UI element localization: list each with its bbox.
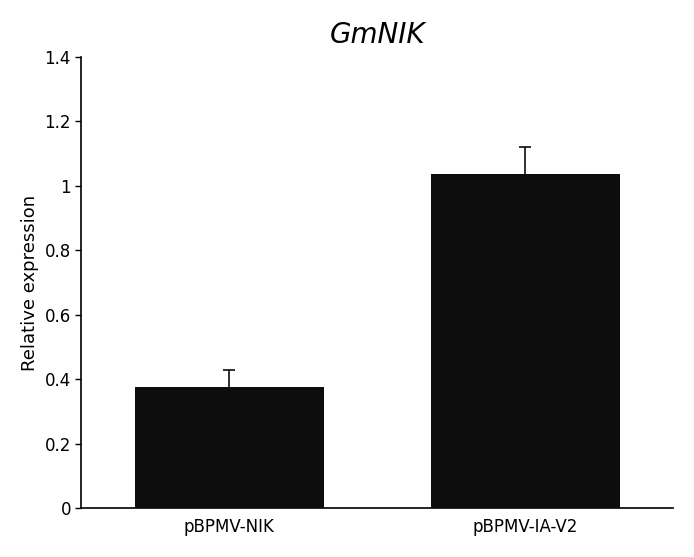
Bar <box>135 388 324 509</box>
Title: GmNIK: GmNIK <box>330 21 425 49</box>
Y-axis label: Relative expression: Relative expression <box>21 194 39 370</box>
Bar <box>430 174 620 509</box>
